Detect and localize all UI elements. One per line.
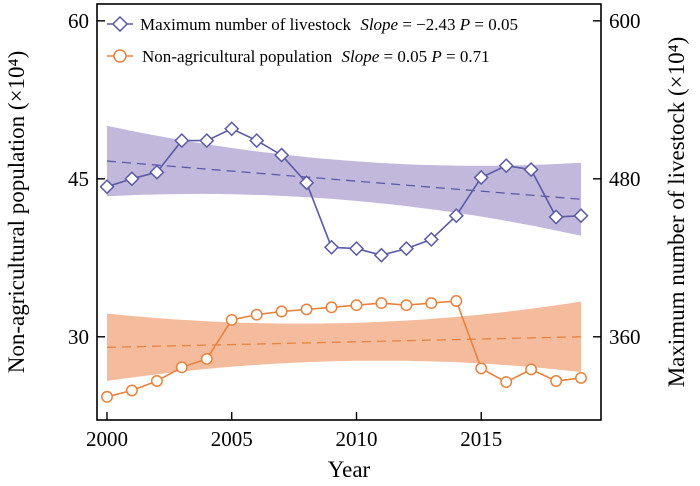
legend-p-value: = 0.71 (442, 47, 490, 66)
confidence-band-livestock (107, 125, 581, 236)
data-point-livestock-2005 (224, 121, 240, 137)
series-markers (99, 121, 589, 403)
data-point-population-2002 (150, 375, 163, 387)
legend-p-value: = 0.05 (470, 15, 518, 34)
y-right-tick-label-360: 360 (609, 325, 641, 349)
legend-p-word: P (459, 15, 470, 34)
x-axis-title: Year (328, 457, 371, 482)
data-point-population-2014 (450, 295, 463, 307)
data-point-population-2013 (425, 297, 438, 310)
y-axis-right-title: Maximum number of livestock (×10⁴) (664, 37, 689, 388)
data-point-livestock-2007 (274, 147, 290, 163)
y-axis-left-title: Non-agricultural population (×10⁴) (4, 51, 29, 373)
data-point-population-2019 (575, 371, 587, 384)
y-right-tick-label-480: 480 (609, 167, 641, 191)
plot-frame (96, 3, 602, 421)
y-right-tick-label-600: 600 (609, 9, 641, 33)
y-axis-left: 30 45 60 (68, 9, 105, 349)
y-left-tick-label-45: 45 (68, 167, 89, 191)
data-point-livestock-2019 (573, 208, 589, 224)
data-point-livestock-2001 (124, 171, 140, 187)
legend-p-word: P (430, 47, 441, 66)
confidence-band-population (107, 301, 581, 381)
trend-line-population (106, 336, 582, 348)
data-point-livestock-2013 (423, 231, 439, 247)
data-point-population-2003 (175, 361, 188, 374)
data-point-population-2005 (225, 313, 238, 326)
trend-line-livestock (106, 160, 582, 200)
legend-label-population: Non-agricultural population (142, 47, 333, 66)
data-point-population-2015 (475, 362, 488, 375)
data-point-population-2007 (275, 305, 288, 318)
data-point-livestock-2000 (99, 179, 115, 195)
data-point-population-2016 (500, 376, 513, 389)
svg-text:Non-agricultural population: Non-agricultural population Slope = 0.05… (142, 47, 490, 66)
data-point-population-2001 (125, 384, 138, 397)
x-tick-label-2000: 2000 (86, 427, 128, 451)
legend-entry-livestock: Maximum number of livestock Slope = −2.4… (107, 15, 518, 34)
data-point-livestock-2016 (498, 158, 514, 174)
data-point-livestock-2014 (448, 208, 464, 224)
confidence-bands (107, 125, 581, 381)
legend-diamond-icon (111, 15, 129, 33)
data-point-livestock-2012 (398, 241, 414, 257)
data-point-population-2006 (250, 308, 263, 321)
legend-circle-icon (113, 49, 127, 63)
legend-slope-value: = 0.05 (379, 47, 431, 66)
data-point-livestock-2015 (473, 169, 489, 186)
data-point-livestock-2008 (299, 175, 315, 191)
data-point-population-2012 (400, 299, 413, 312)
data-point-livestock-2002 (149, 164, 165, 180)
legend-entry-population: Non-agricultural population Slope = 0.05… (107, 47, 490, 66)
data-point-livestock-2011 (373, 247, 389, 263)
x-tick-label-2005: 2005 (211, 427, 253, 451)
data-point-population-2017 (525, 363, 538, 376)
data-point-livestock-2006 (249, 133, 265, 149)
data-point-livestock-2010 (348, 241, 365, 257)
svg-text:Maximum number of livestock: Maximum number of livestock Slope = −2.4… (140, 15, 518, 34)
y-left-tick-label-60: 60 (68, 9, 89, 33)
data-point-population-2018 (550, 375, 563, 387)
data-point-livestock-2003 (174, 133, 190, 149)
y-left-tick-label-30: 30 (68, 325, 89, 349)
data-point-population-2000 (101, 390, 113, 403)
data-point-livestock-2017 (523, 162, 539, 178)
data-point-population-2011 (375, 297, 388, 310)
trend-lines (106, 160, 582, 348)
legend-slope-value: = −2.43 (398, 15, 460, 34)
data-point-livestock-2009 (323, 239, 340, 255)
legend: Maximum number of livestock Slope = −2.4… (107, 15, 518, 66)
data-point-population-2009 (325, 301, 338, 314)
legend-label-livestock: Maximum number of livestock (140, 15, 352, 34)
y-axis-right: 360 480 600 (593, 9, 641, 349)
data-point-population-2004 (200, 352, 213, 365)
x-tick-label-2010: 2010 (335, 427, 377, 451)
x-tick-label-2015: 2015 (460, 427, 502, 451)
data-point-livestock-2004 (199, 133, 215, 149)
legend-slope-word: Slope (342, 47, 380, 66)
data-point-livestock-2018 (548, 209, 564, 225)
legend-slope-word: Slope (360, 15, 398, 34)
data-point-population-2010 (350, 299, 363, 312)
data-point-population-2008 (300, 303, 313, 316)
x-axis: 2000 2005 2010 2015 (86, 412, 502, 451)
